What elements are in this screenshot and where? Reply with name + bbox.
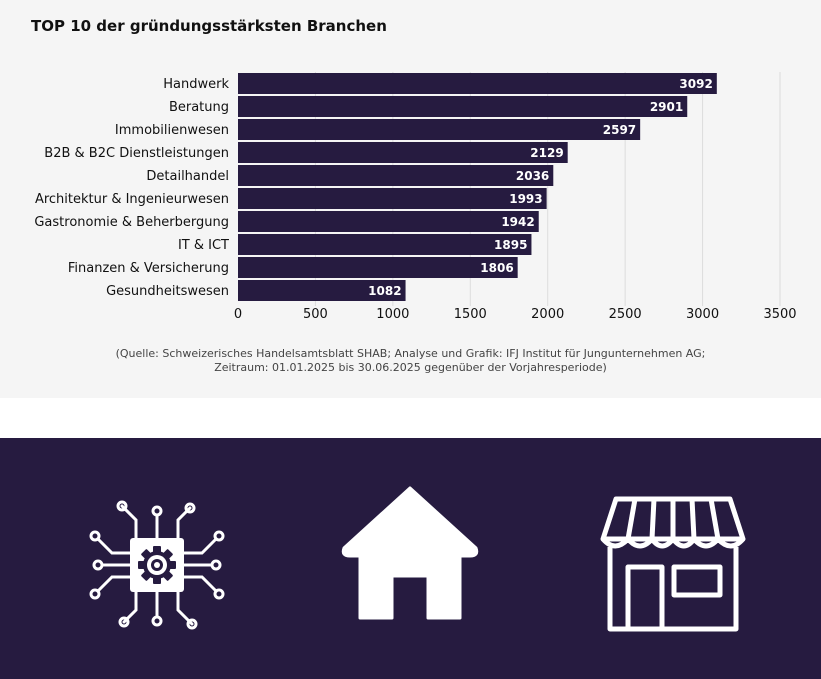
category-label: Architektur & Ingenieurwesen	[35, 192, 229, 207]
category-label: Detailhandel	[146, 169, 229, 184]
bar	[238, 119, 641, 140]
bar	[238, 96, 688, 117]
value-label: 1993	[509, 192, 542, 206]
house-icon	[340, 486, 480, 627]
value-label: 1895	[494, 238, 527, 252]
chart-panel: TOP 10 der gründungsstärksten Branchen 0…	[0, 17, 821, 375]
storefront-icon	[600, 495, 746, 638]
x-tick-label: 2500	[609, 307, 642, 322]
value-label: 3092	[679, 77, 712, 91]
x-tick-label: 500	[303, 307, 328, 322]
category-label: Gastronomie & Beherbergung	[34, 215, 229, 230]
value-label: 1806	[480, 261, 513, 275]
category-label: Beratung	[169, 100, 229, 115]
bar	[238, 188, 547, 209]
value-label: 2901	[650, 100, 683, 114]
bar	[238, 234, 532, 255]
value-label: 1942	[501, 215, 534, 229]
bar-chart: 0 500 1000 1500 2000 2500 3000 3500 Handwerk 3092…	[34, 72, 797, 322]
x-tick-label: 2000	[531, 307, 564, 322]
value-label: 2129	[530, 146, 563, 160]
category-label: IT & ICT	[178, 238, 229, 253]
source-line-2: Zeitraum: 01.01.2025 bis 30.06.2025 gege…	[214, 361, 607, 374]
x-tick-label: 3500	[763, 307, 796, 322]
category-label: Gesundheitswesen	[106, 284, 229, 299]
bar	[238, 257, 518, 278]
icon-band	[0, 438, 821, 679]
category-label: Finanzen & Versicherung	[68, 261, 229, 276]
chip-gear-icon	[86, 495, 228, 640]
bar	[238, 73, 717, 94]
x-tick-label: 1500	[454, 307, 487, 322]
source-line-1: (Quelle: Schweizerisches Handelsamtsblat…	[115, 347, 706, 360]
x-tick-label: 0	[234, 307, 242, 322]
category-label: B2B & B2C Dienstleistungen	[44, 146, 229, 161]
bar	[238, 142, 568, 163]
bar	[238, 280, 406, 301]
category-label: Handwerk	[163, 77, 229, 92]
source-note: (Quelle: Schweizerisches Handelsamtsblat…	[0, 347, 821, 375]
value-label: 2597	[603, 123, 636, 137]
category-label: Immobilienwesen	[115, 123, 229, 138]
value-label: 1082	[368, 284, 401, 298]
x-tick-label: 1000	[376, 307, 409, 322]
chart-title: TOP 10 der gründungsstärksten Branchen	[31, 17, 387, 35]
bar	[238, 211, 539, 232]
x-tick-label: 3000	[686, 307, 719, 322]
bar	[238, 165, 554, 186]
value-label: 2036	[516, 169, 549, 183]
